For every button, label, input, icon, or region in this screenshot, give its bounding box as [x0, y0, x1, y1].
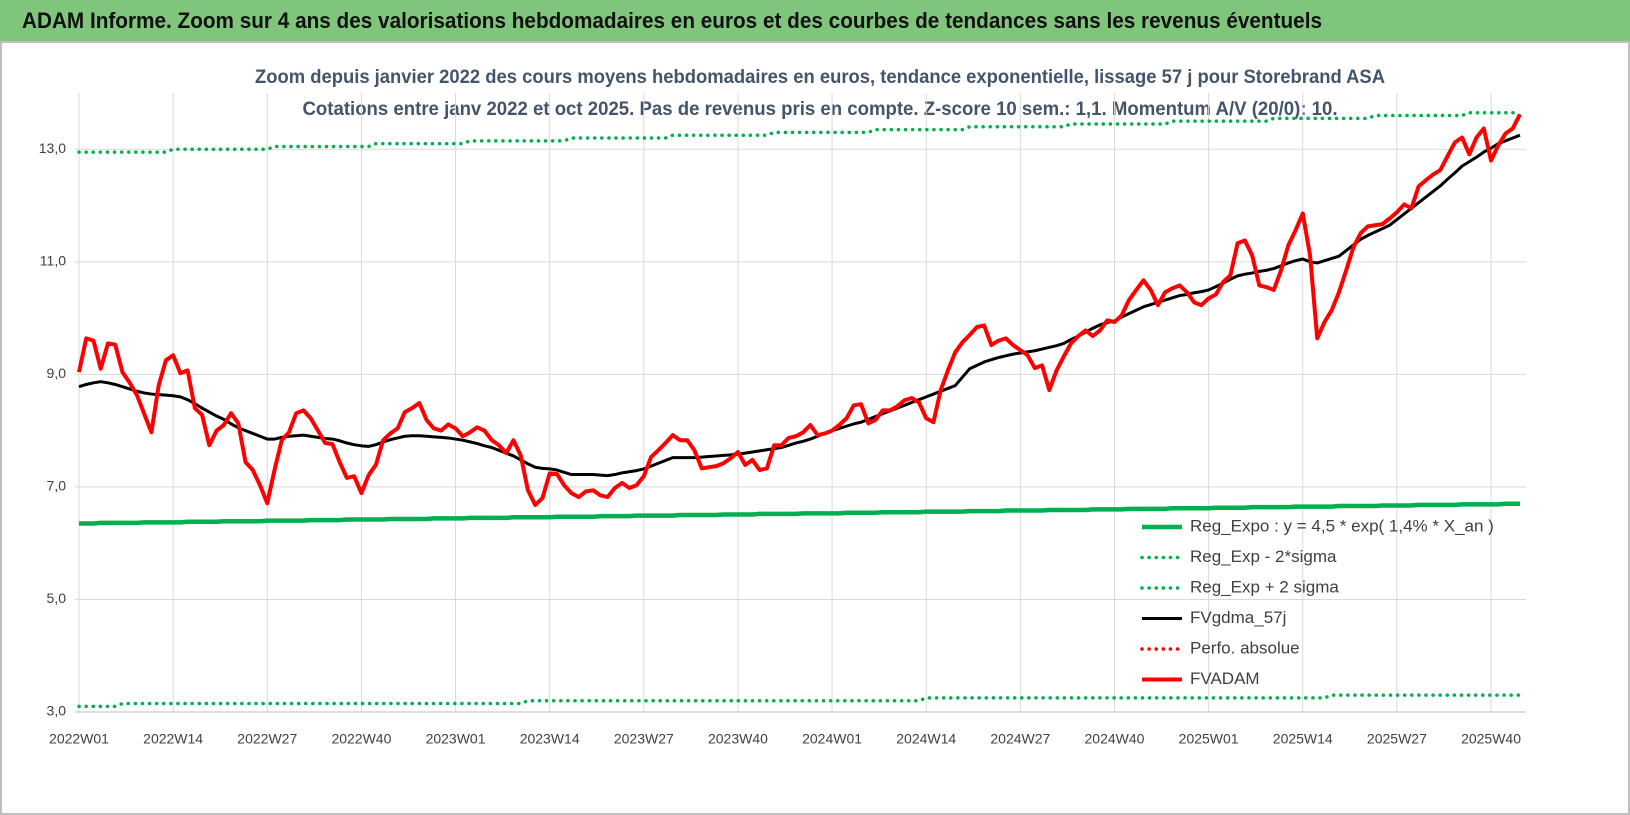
- chart-title: Zoom depuis janvier 2022 des cours moyen…: [255, 67, 1385, 88]
- x-tick-label: 2022W27: [237, 731, 297, 747]
- x-tick-label: 2023W14: [520, 731, 580, 747]
- x-tick-label: 2024W14: [896, 731, 956, 747]
- series-line: [77, 693, 1522, 709]
- legend-label: Perfo. absolue: [1190, 638, 1300, 657]
- x-tick-label: 2022W40: [331, 731, 391, 747]
- x-tick-label: 2022W01: [49, 731, 109, 747]
- series-line: [78, 133, 1521, 478]
- x-tick-label: 2024W40: [1085, 731, 1145, 747]
- legend-label: FVgdma_57j: [1190, 608, 1286, 627]
- chart-frame: [0, 41, 1630, 815]
- x-tick-label: 2025W01: [1179, 731, 1239, 747]
- x-tick-label: 2024W27: [990, 731, 1050, 747]
- header-title: ADAM Informe. Zoom sur 4 ans des valoris…: [22, 8, 1322, 33]
- x-tick-label: 2023W40: [708, 731, 768, 747]
- legend-label: Reg_Expo : y = 4,5 * exp( 1,4% * X_an ): [1190, 516, 1494, 535]
- x-tick-label: 2023W27: [614, 731, 674, 747]
- x-tick-label: 2025W27: [1367, 731, 1427, 747]
- x-tick-label: 2025W14: [1273, 731, 1333, 747]
- y-tick-label: 9,0: [47, 365, 67, 381]
- chart-subtitle: Cotations entre janv 2022 et oct 2025. P…: [303, 99, 1338, 120]
- legend-label: Reg_Exp + 2 sigma: [1190, 577, 1339, 596]
- legend-label: FVADAM: [1190, 669, 1260, 688]
- y-tick-label: 11,0: [40, 253, 66, 269]
- x-tick-label: 2023W01: [426, 731, 486, 747]
- series-line: [79, 501, 1520, 526]
- x-tick-label: 2022W14: [143, 731, 203, 747]
- series-line: [77, 110, 1522, 154]
- x-tick-label: 2025W40: [1461, 731, 1521, 747]
- y-tick-label: 3,0: [47, 703, 67, 719]
- legend-label: Reg_Exp - 2*sigma: [1190, 547, 1337, 566]
- header-bar: [0, 0, 1630, 42]
- y-tick-label: 7,0: [47, 478, 67, 494]
- x-tick-label: 2024W01: [802, 731, 862, 747]
- y-tick-label: 5,0: [47, 590, 67, 606]
- y-tick-label: 13,0: [39, 140, 66, 156]
- series-line: [77, 113, 1522, 507]
